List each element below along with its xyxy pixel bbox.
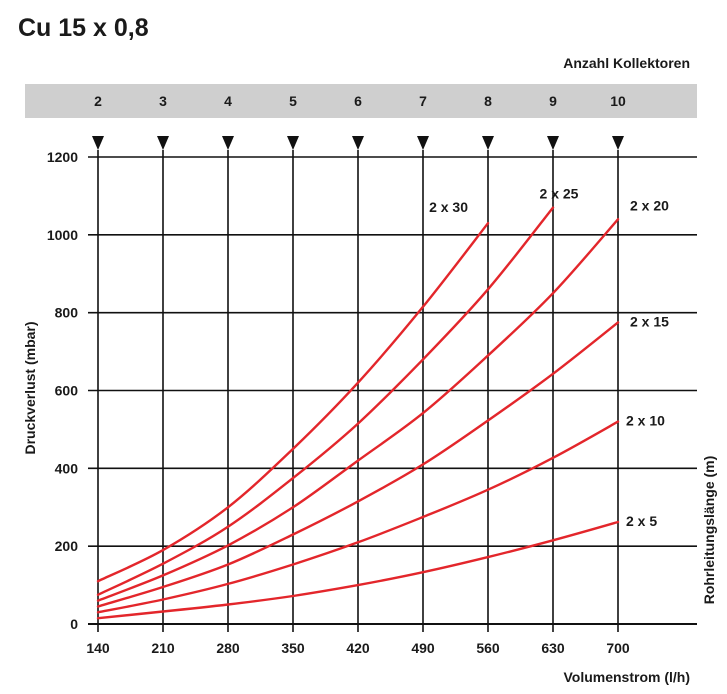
- down-arrow-icon: [287, 136, 299, 150]
- series-label-2x15: 2 x 15: [630, 313, 669, 329]
- down-arrow-icon: [547, 136, 559, 150]
- series-label-2x5: 2 x 5: [626, 513, 657, 529]
- top-tick-label: 8: [484, 93, 492, 109]
- x-tick-label: 630: [541, 640, 565, 656]
- series-line-2x30: [96, 222, 490, 583]
- top-tick-label: 5: [289, 93, 297, 109]
- x-tick-label: 350: [281, 640, 305, 656]
- y-axis-title: Druckverlust (mbar): [22, 321, 38, 454]
- down-arrow-icon: [482, 136, 494, 150]
- series-lines: [96, 206, 620, 620]
- top-tick-label: 9: [549, 93, 557, 109]
- top-axis: 2 3 4 5 6 7 8 9 10: [92, 93, 626, 150]
- series-label-2x25: 2 x 25: [540, 186, 579, 202]
- x-axis: 140 210 280 350 420 490 560 630 700: [86, 640, 630, 656]
- series-line-2x25: [96, 206, 555, 596]
- series-label-2x10: 2 x 10: [626, 413, 665, 429]
- down-arrow-icon: [352, 136, 364, 150]
- right-axis-title: Rohrleitungslänge (m): [701, 456, 717, 605]
- y-tick-label: 1200: [47, 149, 78, 165]
- y-tick-label: 400: [55, 460, 79, 476]
- series-line-2x20: [96, 218, 620, 602]
- series-line-2x5: [96, 520, 620, 620]
- top-axis-band: [25, 84, 697, 118]
- series-label-2x30: 2 x 30: [429, 199, 468, 215]
- down-arrow-icon: [157, 136, 169, 150]
- y-tick-label: 600: [55, 383, 79, 399]
- x-tick-label: 490: [411, 640, 435, 656]
- y-tick-label: 1000: [47, 227, 78, 243]
- top-tick-label: 7: [419, 93, 427, 109]
- series-line-2x10: [96, 420, 620, 614]
- y-tick-label: 800: [55, 305, 79, 321]
- top-axis-title: Anzahl Kollektoren: [563, 55, 690, 71]
- x-tick-label: 700: [606, 640, 630, 656]
- down-arrow-icon: [417, 136, 429, 150]
- top-tick-label: 3: [159, 93, 167, 109]
- x-tick-label: 140: [86, 640, 110, 656]
- down-arrow-icon: [222, 136, 234, 150]
- y-tick-label: 200: [55, 538, 79, 554]
- top-tick-label: 6: [354, 93, 362, 109]
- series-labels: 2 x 5 2 x 10 2 x 15 2 x 20 2 x 25 2 x 30: [429, 186, 669, 529]
- x-tick-label: 210: [151, 640, 175, 656]
- series-line-2x15: [96, 321, 620, 608]
- top-tick-label: 4: [224, 93, 232, 109]
- x-tick-label: 560: [476, 640, 500, 656]
- y-tick-label: 0: [70, 616, 78, 632]
- down-arrow-icon: [92, 136, 104, 150]
- y-axis: 0 200 400 600 800 1000 1200: [47, 149, 78, 632]
- series-label-2x20: 2 x 20: [630, 197, 669, 213]
- top-tick-label: 2: [94, 93, 102, 109]
- down-arrow-icon: [612, 136, 624, 150]
- top-tick-label: 10: [610, 93, 626, 109]
- x-tick-label: 420: [346, 640, 370, 656]
- x-axis-title: Volumenstrom (l/h): [563, 669, 690, 685]
- chart-title: Cu 15 x 0,8: [18, 14, 149, 42]
- x-tick-label: 280: [216, 640, 240, 656]
